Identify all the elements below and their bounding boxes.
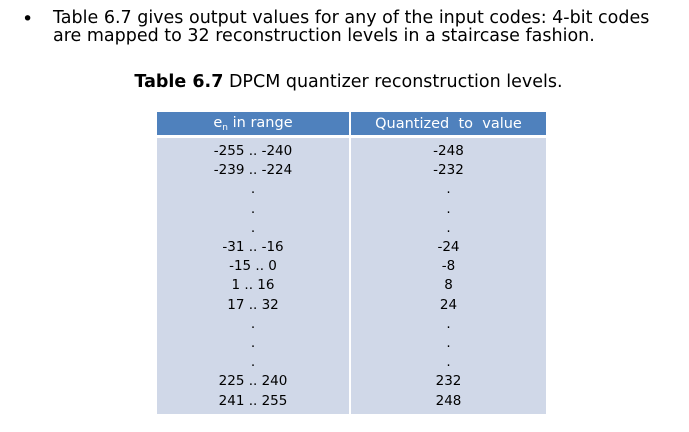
range-cell: -255 .. -240: [155, 136, 351, 162]
table-row: ..: [155, 314, 548, 334]
table-row: ..: [155, 180, 548, 200]
table-body: -255 .. -240 -248 -239 .. -224 -232...... -3…: [155, 136, 548, 414]
value-cell: .: [349, 333, 548, 354]
value-cell: 248: [349, 391, 548, 414]
range-cell: -239 .. -224: [155, 161, 351, 181]
header-range-text: in range: [228, 114, 293, 131]
table-caption-label: Table 6.7: [134, 72, 224, 92]
bullet-marker: •: [22, 8, 34, 30]
range-cell: .: [155, 314, 351, 334]
table-caption-text: DPCM quantizer reconstruction levels.: [223, 72, 563, 92]
value-cell: 232: [349, 372, 548, 392]
header-range-symbol: e: [213, 114, 223, 131]
table-row: -31 .. -16 -24: [155, 237, 548, 258]
value-cell: .: [349, 199, 548, 219]
value-cell: 8: [349, 276, 548, 296]
range-cell: .: [155, 333, 351, 354]
table-row: -239 .. -224 -232: [155, 161, 548, 181]
range-cell: 17 .. 32: [155, 295, 351, 315]
table-row: 225 .. 240 232: [155, 372, 548, 392]
table-row: -255 .. -240 -248: [155, 136, 548, 162]
range-cell: 225 .. 240: [155, 372, 351, 392]
value-cell: -24: [349, 237, 548, 258]
table-row: 1 .. 16 8: [155, 276, 548, 296]
range-cell: .: [155, 353, 351, 373]
value-cell: .: [349, 180, 548, 200]
range-cell: -15 .. 0: [155, 257, 351, 277]
table-row: ..: [155, 218, 548, 238]
table-row: ..: [155, 353, 548, 373]
range-cell: .: [155, 218, 351, 238]
table-row: ..: [155, 199, 548, 219]
header-range: en in range: [155, 110, 351, 138]
value-cell: .: [349, 218, 548, 238]
table-row: 17 .. 32 24: [155, 295, 548, 315]
table-row: -15 .. 0 -8: [155, 257, 548, 277]
range-cell: 241 .. 255: [155, 391, 351, 414]
table-row: ..: [155, 333, 548, 354]
value-cell: .: [349, 314, 548, 334]
range-cell: .: [155, 199, 351, 219]
value-cell: -232: [349, 161, 548, 181]
bullet-line-1: Table 6.7 gives output values for any of…: [53, 8, 650, 28]
bullet-text: Table 6.7 gives output values for any of…: [53, 9, 685, 45]
range-cell: 1 .. 16: [155, 276, 351, 296]
quantizer-table: en in range Quantized to value -255 .. -…: [155, 110, 548, 414]
range-cell: .: [155, 180, 351, 200]
header-range-subscript: n: [222, 122, 229, 133]
table-row: 241 .. 255 248: [155, 391, 548, 414]
value-cell: -8: [349, 257, 548, 277]
value-cell: .: [349, 353, 548, 373]
table-header-row: en in range Quantized to value: [155, 110, 548, 138]
range-cell: -31 .. -16: [155, 237, 351, 258]
value-cell: -248: [349, 136, 548, 162]
bullet-line-2: are mapped to 32 reconstruction levels i…: [53, 26, 595, 46]
value-cell: 24: [349, 295, 548, 315]
table-caption: Table 6.7 DPCM quantizer reconstruction …: [0, 72, 689, 92]
header-quantized-value: Quantized to value: [349, 110, 548, 138]
